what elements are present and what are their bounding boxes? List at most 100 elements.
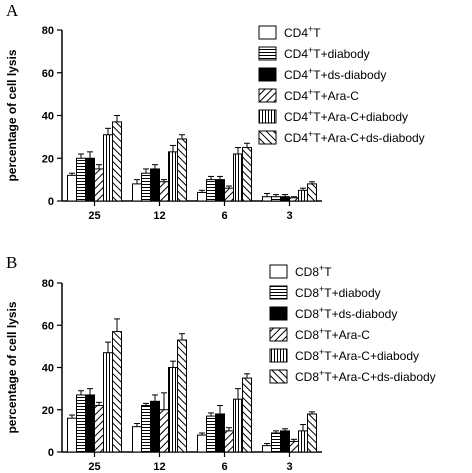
legend-swatch bbox=[258, 25, 277, 40]
bar bbox=[112, 121, 122, 202]
bar bbox=[224, 187, 234, 202]
legend-label: CD8+T+Ara-C+ds-diabody bbox=[295, 368, 436, 384]
bar bbox=[298, 189, 308, 202]
legend-label: CD8+T+ds-diabody bbox=[295, 305, 397, 321]
bar bbox=[271, 432, 281, 453]
legend-swatch bbox=[269, 369, 288, 384]
legend-label: CD8+T bbox=[295, 263, 332, 279]
bar bbox=[224, 430, 234, 453]
bar bbox=[177, 138, 187, 202]
legend-swatch bbox=[258, 109, 277, 124]
bar bbox=[298, 430, 308, 453]
bar bbox=[307, 413, 317, 453]
y-tick-label: 60 bbox=[42, 320, 54, 332]
bar bbox=[206, 179, 216, 202]
legend-item: CD8+T+Ara-C+diabody bbox=[269, 347, 419, 363]
bar bbox=[168, 367, 178, 453]
legend-item: CD4+T bbox=[258, 24, 321, 40]
legend-label: CD4+T+ds-diabody bbox=[284, 66, 386, 82]
legend-item: CD8+T+Ara-C+ds-diabody bbox=[269, 368, 436, 384]
x-tick-label: 3 bbox=[286, 461, 292, 473]
legend-label: CD4+T bbox=[284, 24, 321, 40]
bar bbox=[103, 352, 113, 453]
bar bbox=[76, 157, 86, 202]
x-tick-label: 6 bbox=[221, 461, 227, 473]
bar bbox=[280, 430, 290, 453]
bar bbox=[159, 409, 169, 453]
bar bbox=[262, 445, 272, 453]
bar bbox=[103, 134, 113, 202]
bar bbox=[76, 394, 86, 453]
bar bbox=[67, 174, 77, 202]
legend-swatch bbox=[258, 130, 277, 145]
legend-swatch bbox=[269, 264, 288, 279]
y-tick-label: 0 bbox=[48, 196, 54, 208]
legend-label: CD4+T+Ara-C bbox=[284, 87, 359, 103]
bar bbox=[307, 183, 317, 202]
bar bbox=[215, 179, 225, 202]
bar bbox=[242, 377, 252, 453]
panel-label: A bbox=[6, 1, 19, 20]
bar bbox=[215, 413, 225, 453]
bar bbox=[206, 415, 216, 453]
y-tick-label: 0 bbox=[48, 447, 54, 459]
legend-swatch bbox=[258, 67, 277, 82]
bar bbox=[197, 434, 207, 453]
legend-item: CD8+T bbox=[269, 263, 332, 279]
legend-label: CD8+T+Ara-C+diabody bbox=[295, 347, 419, 363]
legend-swatch bbox=[269, 348, 288, 363]
bar bbox=[132, 426, 142, 453]
bar bbox=[280, 196, 290, 202]
bar bbox=[168, 151, 178, 202]
bar bbox=[242, 147, 252, 202]
bar bbox=[141, 405, 151, 453]
bar bbox=[85, 157, 95, 202]
legend-swatch bbox=[258, 46, 277, 61]
x-tick-label: 25 bbox=[88, 210, 100, 222]
legend-item: CD8+T+Ara-C bbox=[269, 326, 370, 342]
bar bbox=[150, 400, 160, 453]
y-tick-label: 60 bbox=[42, 68, 54, 80]
legend-item: CD4+T+Ara-C bbox=[258, 87, 359, 103]
legend-swatch bbox=[258, 88, 277, 103]
bar bbox=[177, 339, 187, 453]
bar bbox=[233, 153, 243, 202]
legend-label: CD4+T+Ara-C+ds-diabody bbox=[284, 129, 425, 145]
x-tick-label: 12 bbox=[153, 210, 165, 222]
y-tick-label: 80 bbox=[42, 278, 54, 290]
bar bbox=[271, 196, 281, 202]
y-tick-label: 20 bbox=[42, 153, 54, 165]
bar bbox=[233, 398, 243, 453]
bar bbox=[85, 394, 95, 453]
y-axis-label: percentage of cell lysis bbox=[5, 49, 19, 181]
legend-label: CD8+T+Ara-C bbox=[295, 326, 370, 342]
legend-item: CD8+T+ds-diabody bbox=[269, 305, 397, 321]
bar bbox=[67, 417, 77, 453]
legend-swatch bbox=[269, 285, 288, 300]
y-tick-label: 40 bbox=[42, 111, 54, 123]
bar bbox=[94, 168, 104, 202]
panel-label: B bbox=[6, 253, 17, 272]
legend-label: CD4+T+Ara-C+diabody bbox=[284, 108, 408, 124]
bar bbox=[141, 172, 151, 202]
legend-swatch bbox=[269, 327, 288, 342]
bar bbox=[150, 168, 160, 202]
y-axis-label: percentage of cell lysis bbox=[5, 301, 19, 433]
bar bbox=[197, 191, 207, 202]
bar bbox=[289, 440, 299, 453]
legend-item: CD4+T+ds-diabody bbox=[258, 66, 386, 82]
x-tick-label: 25 bbox=[88, 461, 100, 473]
bar bbox=[132, 183, 142, 202]
legend-item: CD4+T+Ara-C+ds-diabody bbox=[258, 129, 425, 145]
legend-item: CD4+T+Ara-C+diabody bbox=[258, 108, 408, 124]
legend-item: CD8+T+diabody bbox=[269, 284, 381, 300]
bar bbox=[94, 405, 104, 453]
x-tick-label: 3 bbox=[286, 210, 292, 222]
legend-label: CD8+T+diabody bbox=[295, 284, 381, 300]
x-tick-label: 12 bbox=[153, 461, 165, 473]
bar bbox=[159, 181, 169, 202]
legend-label: CD4+T+diabody bbox=[284, 45, 370, 61]
